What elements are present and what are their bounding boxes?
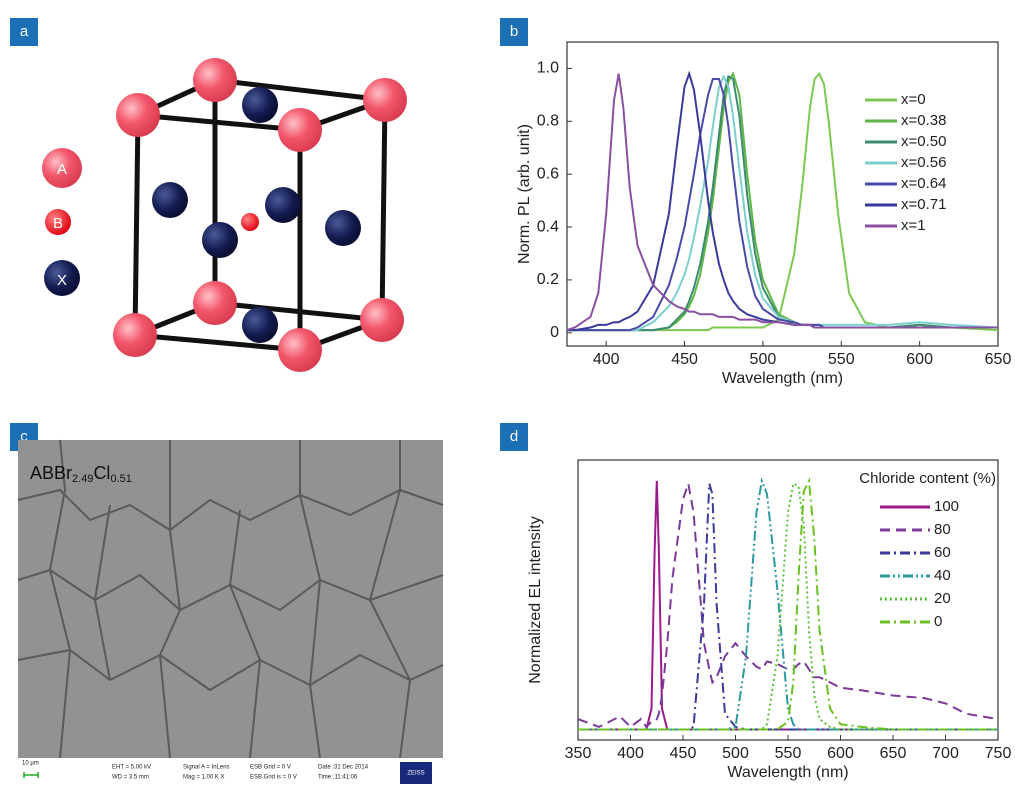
y-tick-label: 0 [550,324,559,341]
series-group [567,70,998,332]
legend-label: 40 [934,567,951,584]
series-line [578,483,998,729]
panel-label: b [510,23,518,40]
legend-label: 20 [934,590,951,607]
sem-image: ABBr2.49Cl0.51 10 µm EHT = 5.00 kV WD = … [17,439,444,790]
legend-x [44,260,80,296]
x-tick-label: 400 [593,351,620,368]
legend-label: x=0.71 [901,196,946,213]
sem-info: WD = 3.5 mm [112,775,149,781]
x-tick-label: 600 [827,745,854,762]
cracks [17,439,444,759]
plot-frame [566,41,999,347]
chart: 400 450 500 550 600 650 0 0.2 0.4 0.6 0.8 1.0 Wavele… [516,41,1012,387]
x-tick-label: 700 [932,745,959,762]
sem-footer [18,758,443,790]
label-text: ABBr [30,463,72,483]
a-atoms [113,58,407,372]
y-tick-label: 0.8 [537,113,559,130]
label-box [10,18,38,46]
legend-label: 80 [934,521,951,538]
x-tick-label: 350 [565,745,592,762]
series-line [567,73,998,332]
legend-label: 100 [934,498,959,515]
logo: ZEISS [407,771,424,777]
legend-a [42,148,82,188]
label-sub: 0.51 [110,473,131,485]
sem-info: Time :11:41:06 [318,775,358,781]
x-tick-label: 500 [750,351,777,368]
y-tick-label: 1.0 [537,60,559,77]
legend-label: x=0.38 [901,112,946,129]
sem-label: ABBr2.49Cl0.51 [30,463,132,485]
legend-label: B [53,215,63,232]
panel-labels: a b c d [10,18,528,451]
x-tick-label: 450 [670,745,697,762]
sem-info: Mag = 1.00 K X [183,775,225,781]
b-atom [241,213,259,231]
y-tick-label: 0.6 [537,165,559,182]
legend-label: x=1 [901,217,926,234]
legend-label: 0 [934,613,942,630]
x-tick-label: 550 [775,745,802,762]
legend-label: 60 [934,544,951,561]
legend-title: Chloride content (%) [859,470,996,487]
scale-bar [23,772,39,778]
x-tick-label: 400 [617,745,644,762]
y-tick-label: 0.2 [537,271,559,288]
label-box [500,18,528,46]
sem-info: EHT = 5.00 kV [112,765,151,771]
y-axis-title: Normalized EL intensity [527,516,544,683]
legend-label: x=0.50 [901,133,946,150]
legend-label: x=0 [901,91,926,108]
legend-label: A [57,161,67,178]
x-axis-title: Wavelength (nm) [722,370,843,387]
legend-b [45,209,71,235]
series-line [578,477,998,731]
panel-label: d [510,428,518,445]
x-tick-label: 600 [906,351,933,368]
sem-info: ESB Grid is = 0 V [250,775,297,781]
legend-label: X [57,272,67,289]
label-text: Cl [93,463,110,483]
x-atoms [152,87,361,343]
panel-label: a [20,23,29,40]
x-tick-label: 450 [671,351,698,368]
series-group [578,477,998,731]
sem-info: Date :31 Dec 2014 [318,765,369,771]
scale-text: 10 µm [22,761,39,767]
y-axis-title: Norm. PL (arb. unit) [516,124,533,264]
x-tick-label: 500 [722,745,749,762]
series-line [578,482,998,731]
panel-label: c [20,428,28,445]
x-tick-label: 750 [985,745,1012,762]
logo-box [400,762,432,784]
sem-info: Signal A = InLens [183,765,230,771]
x-tick-label: 550 [828,351,855,368]
x-tick-label: 650 [880,745,907,762]
legend-label: x=0.64 [901,175,946,192]
label-sub: 2.49 [72,473,93,485]
x-tick-label: 650 [985,351,1012,368]
label-box [500,423,528,451]
sem-info: ESB Grid = 0 V [250,765,291,771]
x-axis-title: Wavelength (nm) [727,764,848,781]
crystal-structure: A B X [42,58,407,372]
legend-label: x=0.56 [901,154,946,171]
y-tick-label: 0.4 [537,218,559,235]
